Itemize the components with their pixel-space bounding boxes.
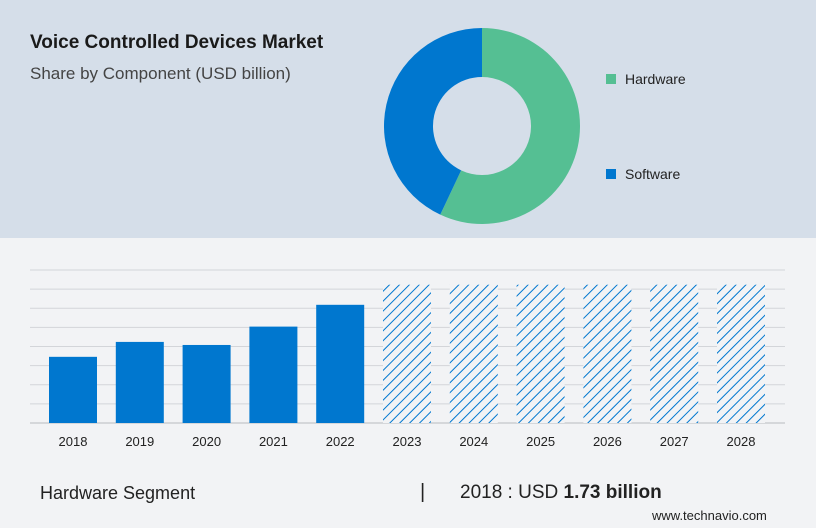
x-tick-label: 2025	[526, 434, 555, 449]
bar-2019	[115, 341, 164, 423]
chart-subtitle: Share by Component (USD billion)	[30, 64, 291, 83]
donut-chart	[383, 27, 580, 224]
bar-2022	[316, 304, 365, 423]
x-tick-label: 2024	[459, 434, 488, 449]
x-tick-label: 2020	[192, 434, 221, 449]
forecast-bar-2026	[583, 284, 632, 423]
legend-swatch	[606, 169, 616, 179]
x-tick-label: 2021	[259, 434, 288, 449]
x-tick-label: 2022	[326, 434, 355, 449]
bar-chart: 2018 2019 2020 2021 2022 2023 2024 2025 2026 2027…	[30, 269, 785, 449]
forecast-bar-2024	[449, 284, 498, 423]
x-tick-label: 2028	[727, 434, 756, 449]
donut-slice-hardware	[440, 28, 580, 224]
x-tick-label: 2026	[593, 434, 622, 449]
donut-slice-software	[383, 27, 482, 215]
bar-2018	[49, 356, 97, 423]
bar-2020	[182, 344, 231, 423]
footer-separator: |	[420, 481, 426, 503]
site-url: www.technavio.com	[652, 508, 767, 523]
footer-amount: 1.73 billion	[563, 482, 662, 503]
legend-item-software: Software	[606, 166, 680, 182]
chart-title: Voice Controlled Devices Market	[30, 32, 324, 53]
footer-year: 2018 : USD	[460, 482, 564, 503]
legend-item-hardware: Hardware	[606, 71, 686, 87]
legend-label: Software	[625, 166, 681, 182]
footer-segment: Hardware Segment	[40, 483, 196, 503]
forecast-bar-2023	[383, 284, 431, 423]
legend-swatch	[606, 74, 616, 84]
forecast-bar-2027	[650, 284, 699, 423]
x-tick-label: 2023	[393, 434, 422, 449]
forecast-bar-2028	[717, 284, 765, 423]
forecast-bar-2025	[516, 284, 565, 423]
bar-2021	[249, 326, 298, 423]
footer-value: 2018 : USD 1.73 billion	[460, 482, 662, 504]
x-tick-label: 2018	[59, 434, 88, 449]
x-tick-label: 2019	[125, 434, 154, 449]
legend-label: Hardware	[625, 71, 686, 87]
x-tick-label: 2027	[660, 434, 689, 449]
